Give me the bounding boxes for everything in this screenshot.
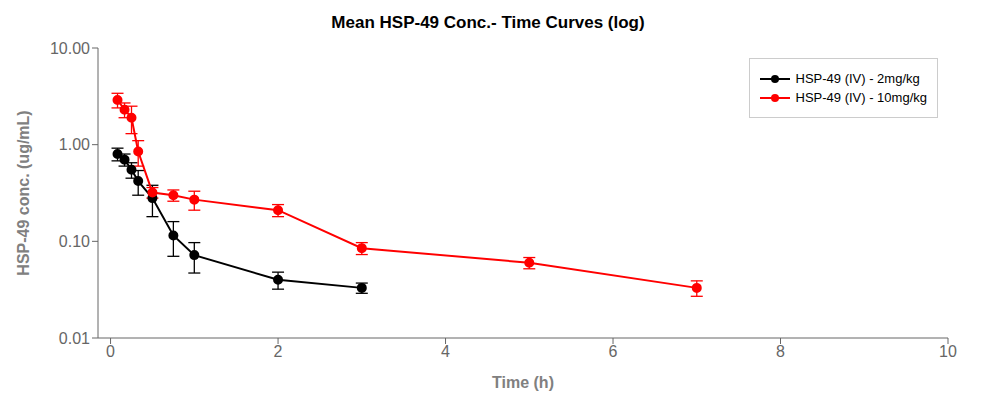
html-text:Mean HSP-49 Conc.- Time Curves: Mean HSP-49 Conc.- Time Curves (log) bbox=[331, 13, 645, 32]
svg-text:6: 6 bbox=[609, 343, 618, 360]
svg-text:1.00: 1.00 bbox=[59, 136, 90, 153]
svg-text:Time (h): Time (h) bbox=[492, 374, 554, 391]
svg-text:4: 4 bbox=[441, 343, 450, 360]
svg-text:2: 2 bbox=[274, 343, 283, 360]
svg-text:8: 8 bbox=[776, 343, 785, 360]
html-text:HSP-49 (IV) - 10mg/kg: HSP-49 (IV) - 10mg/kg bbox=[795, 90, 927, 105]
svg-text:HSP-49 conc. (ug/mL): HSP-49 conc. (ug/mL) bbox=[15, 110, 32, 275]
svg-text:0: 0 bbox=[106, 343, 115, 360]
svg-text:0.01: 0.01 bbox=[59, 330, 90, 347]
html-text:HSP-49 (IV) - 2mg/kg: HSP-49 (IV) - 2mg/kg bbox=[795, 71, 920, 86]
svg-text:10: 10 bbox=[939, 343, 957, 360]
svg-text:10.00: 10.00 bbox=[50, 40, 90, 57]
svg-text:0.10: 0.10 bbox=[59, 233, 90, 250]
